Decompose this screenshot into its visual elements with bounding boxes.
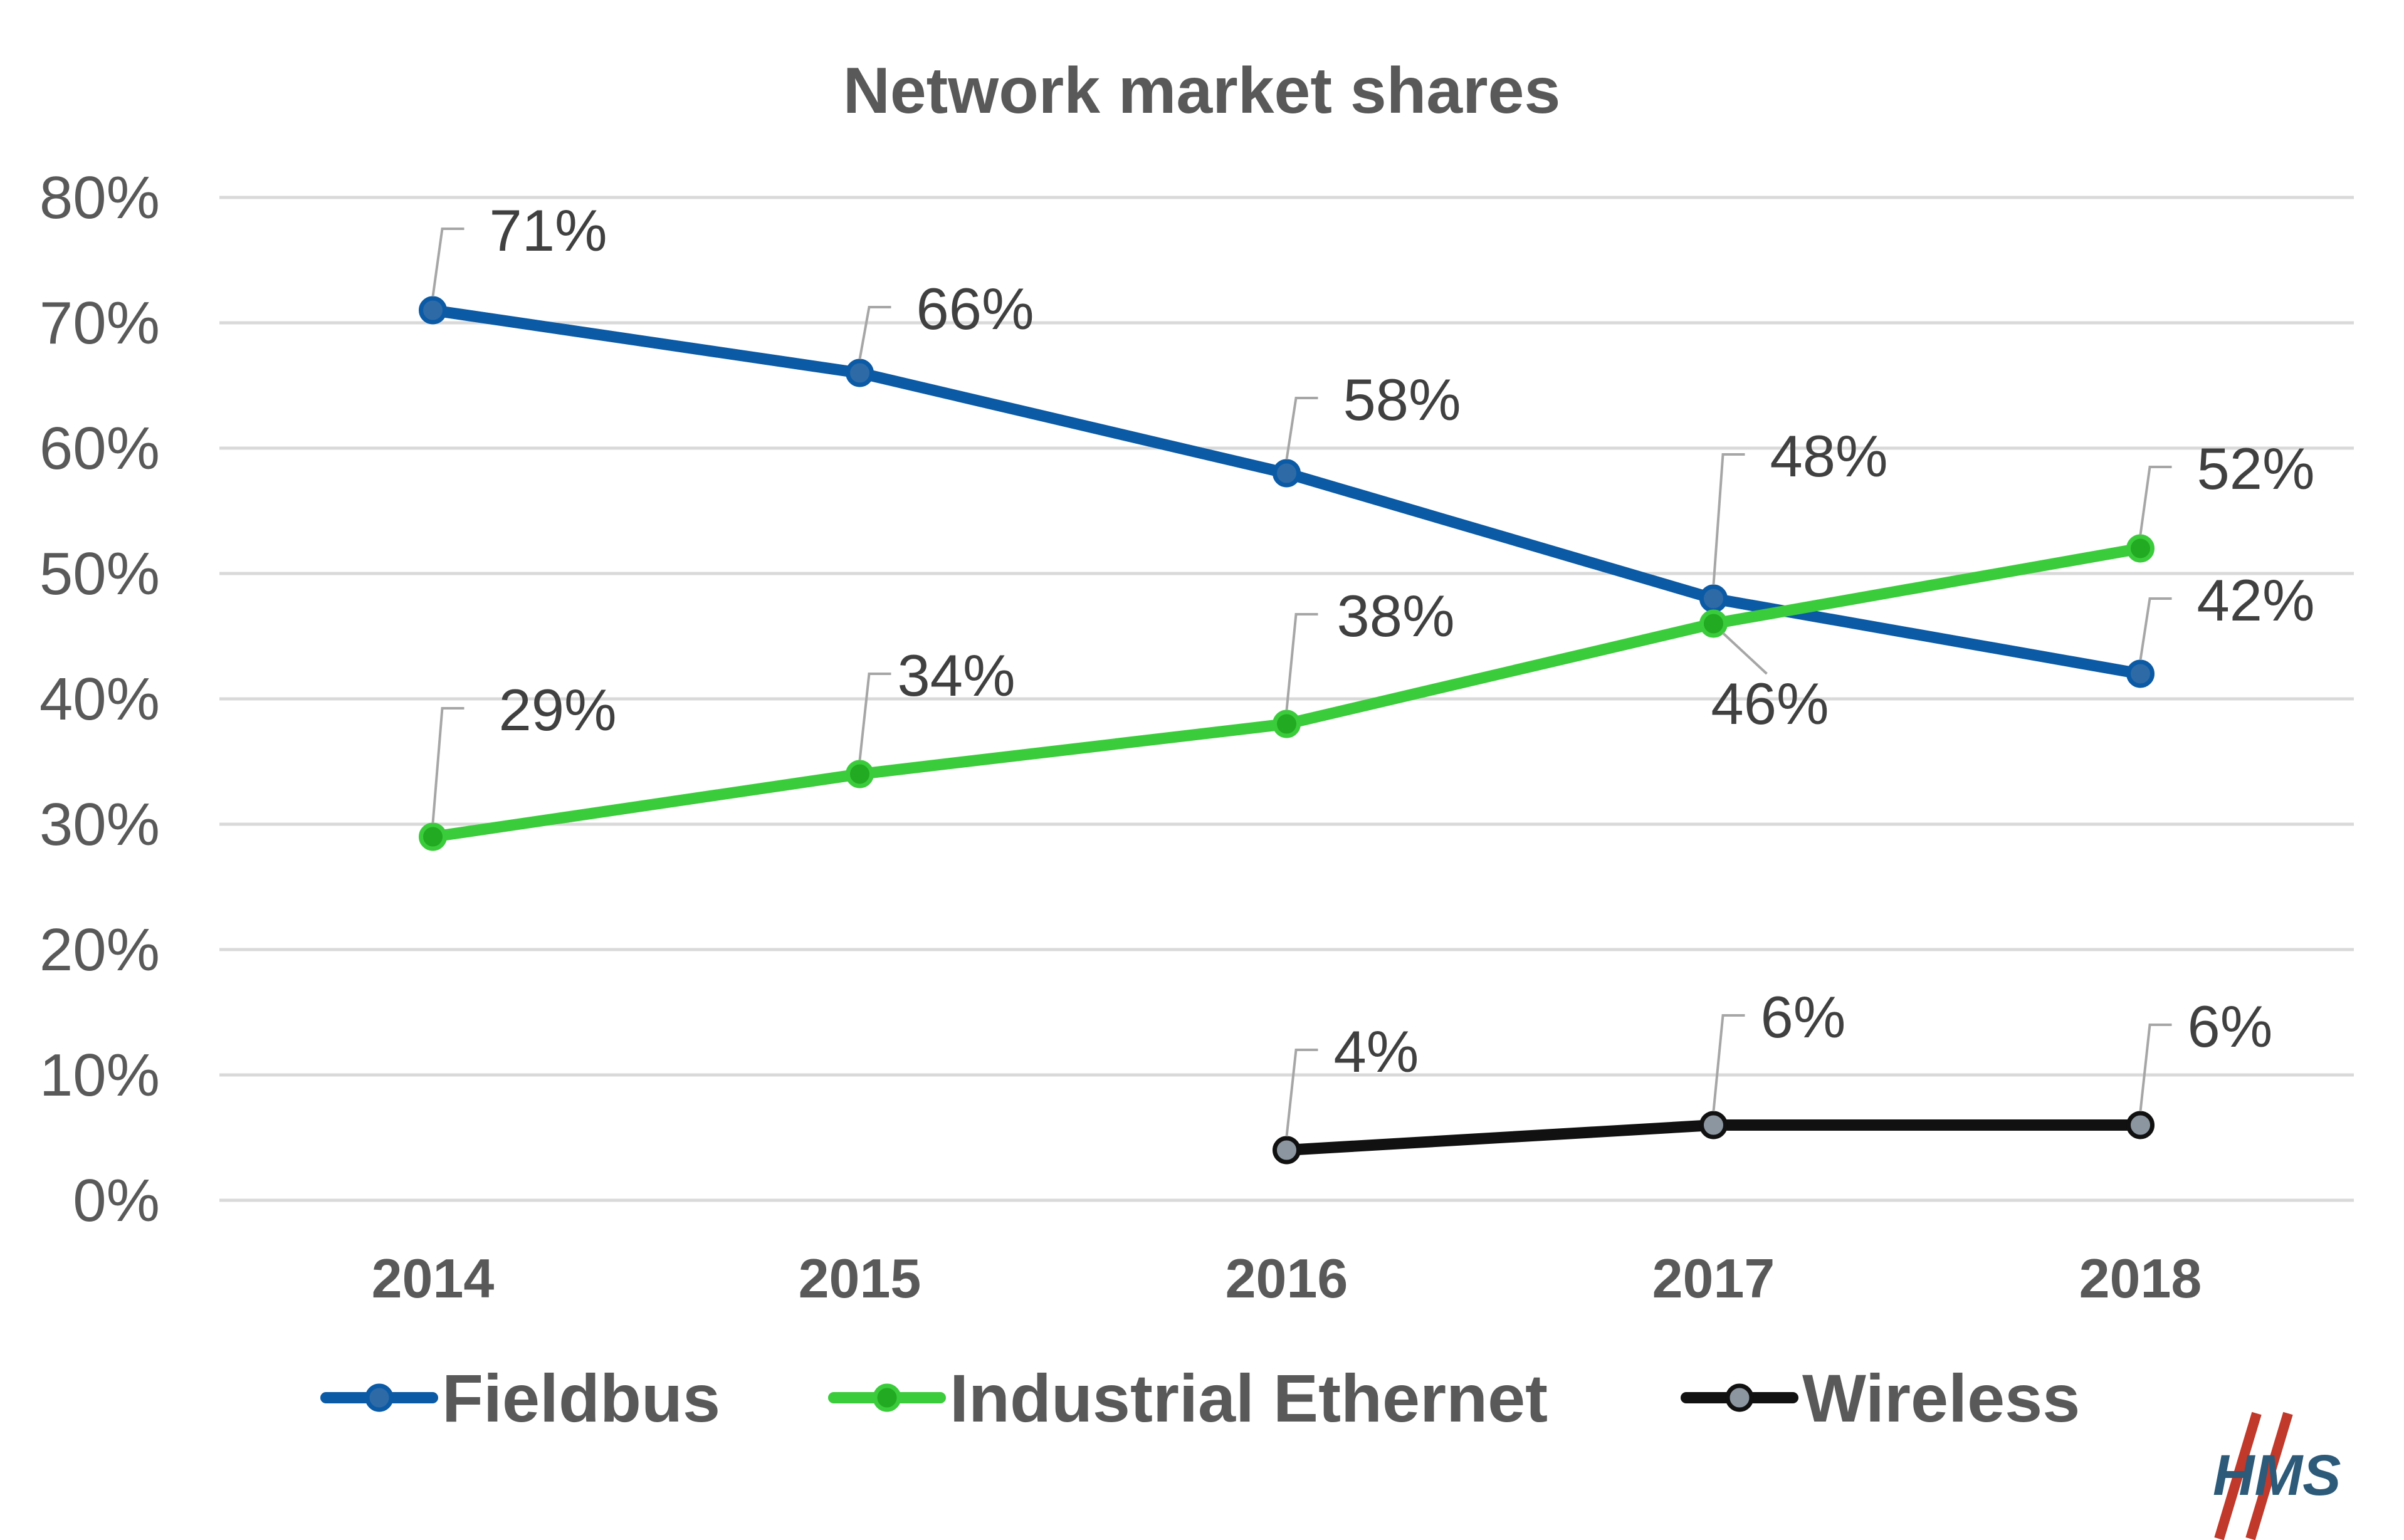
label-leader	[1285, 613, 1318, 711]
chart-title: Network market shares	[843, 55, 1561, 127]
data-point	[846, 760, 874, 788]
data-label: 42%	[2197, 567, 2315, 633]
x-tick-label: 2015	[799, 1247, 921, 1309]
label-leader	[1712, 1014, 1745, 1112]
data-point	[419, 822, 447, 851]
x-tick-label: 2016	[1226, 1247, 1348, 1309]
legend-marker	[1725, 1383, 1754, 1412]
data-label: 34%	[898, 642, 1016, 708]
y-tick-label: 40%	[39, 666, 160, 733]
label-leader	[431, 228, 465, 297]
logo-stripe	[2214, 1412, 2262, 1540]
data-point	[2126, 1111, 2155, 1139]
data-label: 6%	[1761, 984, 1846, 1050]
label-leader	[858, 306, 891, 360]
label-leader	[2139, 1024, 2172, 1112]
x-tick-label: 2017	[1652, 1247, 1775, 1309]
y-tick-label: 80%	[39, 164, 160, 231]
legend-label: Industrial Ethernet	[950, 1360, 1548, 1436]
label-leader	[1712, 453, 1745, 585]
data-point	[1273, 459, 1301, 488]
x-tick-label: 2018	[2079, 1247, 2202, 1309]
data-label: 58%	[1343, 367, 1461, 432]
legend: Fieldbus Industrial Ethernet Wireless	[320, 1360, 2080, 1436]
legend-label: Wireless	[1802, 1360, 2080, 1436]
data-label: 66%	[916, 276, 1034, 342]
data-point	[2126, 534, 2155, 563]
data-point	[1699, 609, 1728, 638]
y-tick-label: 10%	[39, 1042, 160, 1109]
logo-text: HMS	[2213, 1443, 2341, 1507]
data-point	[846, 359, 874, 387]
data-point	[419, 296, 447, 325]
label-leader	[2139, 466, 2172, 535]
logo-stripe	[2245, 1412, 2293, 1540]
label-leader	[1285, 397, 1318, 460]
data-point	[1273, 1136, 1301, 1165]
data-label: 29%	[499, 677, 617, 743]
y-tick-label: 60%	[39, 415, 160, 482]
series-line	[427, 543, 2146, 842]
data-label: 71%	[490, 197, 607, 263]
legend-marker	[365, 1383, 394, 1412]
y-axis-ticks: 0% 10% 20% 30% 40% 50% 60% 70% 80%	[39, 164, 160, 1234]
data-point	[1273, 710, 1301, 738]
data-point	[1699, 1111, 1728, 1139]
data-label: 6%	[2188, 993, 2273, 1059]
series-line	[427, 305, 2146, 679]
label-leader	[2139, 597, 2172, 661]
data-label: 46%	[1711, 671, 1829, 736]
y-tick-label: 20%	[39, 916, 160, 983]
data-label: 4%	[1334, 1019, 1419, 1084]
data-point	[2126, 659, 2155, 688]
series-markers	[419, 296, 2155, 1165]
y-tick-label: 30%	[39, 791, 160, 858]
data-point	[1699, 584, 1728, 613]
label-leader	[1285, 1049, 1318, 1137]
data-label: 52%	[2197, 436, 2315, 501]
label-leader	[858, 673, 891, 761]
legend-label: Fieldbus	[442, 1360, 720, 1436]
legend-marker	[873, 1383, 901, 1412]
y-tick-label: 0%	[73, 1167, 160, 1234]
label-leader	[1722, 632, 1768, 675]
label-leader	[431, 707, 465, 824]
x-tick-label: 2014	[372, 1247, 495, 1309]
data-label: 38%	[1337, 583, 1455, 649]
y-tick-label: 70%	[39, 290, 160, 357]
data-labels: 71% 66% 58% 48% 42% 29% 34% 38% 46% 52% 4% 6% 6%	[431, 197, 2315, 1137]
y-tick-label: 50%	[39, 540, 160, 607]
data-label: 48%	[1770, 423, 1888, 489]
hms-logo: HMS	[2213, 1412, 2341, 1540]
x-axis-ticks: 2014 2015 2016 2017 2018	[372, 1247, 2202, 1309]
